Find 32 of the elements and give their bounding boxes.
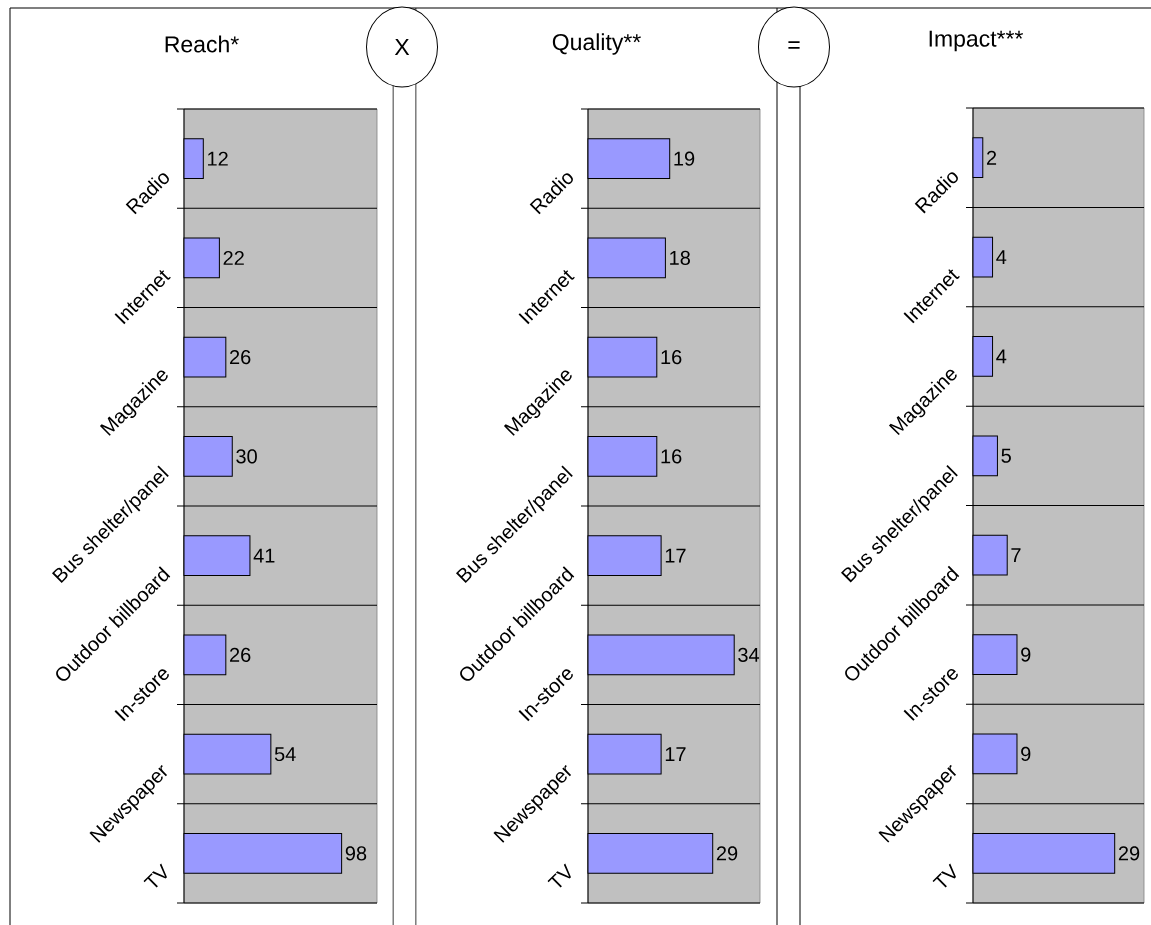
data-label: 16 xyxy=(661,350,682,365)
chart-title: Impact*** xyxy=(929,30,1024,52)
text: X xyxy=(394,39,410,55)
data-label: 30 xyxy=(236,449,257,464)
text: = xyxy=(788,41,800,49)
data-label: 54 xyxy=(274,747,296,762)
data-label: 17 xyxy=(665,747,686,762)
data-label: 22 xyxy=(223,250,244,265)
y-tick-label: TV xyxy=(932,863,956,888)
data-label: 9 xyxy=(1021,647,1031,662)
data-label: 29 xyxy=(1118,846,1140,861)
y-tick-label: TV xyxy=(143,863,167,888)
data-label: 7 xyxy=(1011,548,1021,563)
data-label: 18 xyxy=(670,250,690,265)
data-label: 29 xyxy=(716,846,738,861)
data-label: 26 xyxy=(230,647,251,662)
data-label: 16 xyxy=(661,449,682,464)
data-label: 41 xyxy=(253,548,275,563)
data-label: 4 xyxy=(996,349,1007,364)
data-label: 26 xyxy=(230,350,251,365)
data-label: 5 xyxy=(1001,448,1011,463)
data-label: 9 xyxy=(1021,746,1031,762)
data-label: 12 xyxy=(208,151,228,166)
chart-title: Quality** xyxy=(552,33,641,55)
data-label: 34 xyxy=(738,647,760,662)
data-label: 98 xyxy=(345,846,367,861)
data-label: 4 xyxy=(996,250,1007,264)
data-label: 2 xyxy=(986,150,997,165)
data-label: 17 xyxy=(665,548,686,563)
data-label: 19 xyxy=(674,151,695,166)
chart-title: Reach* xyxy=(165,35,239,53)
y-tick-label: TV xyxy=(547,863,571,888)
